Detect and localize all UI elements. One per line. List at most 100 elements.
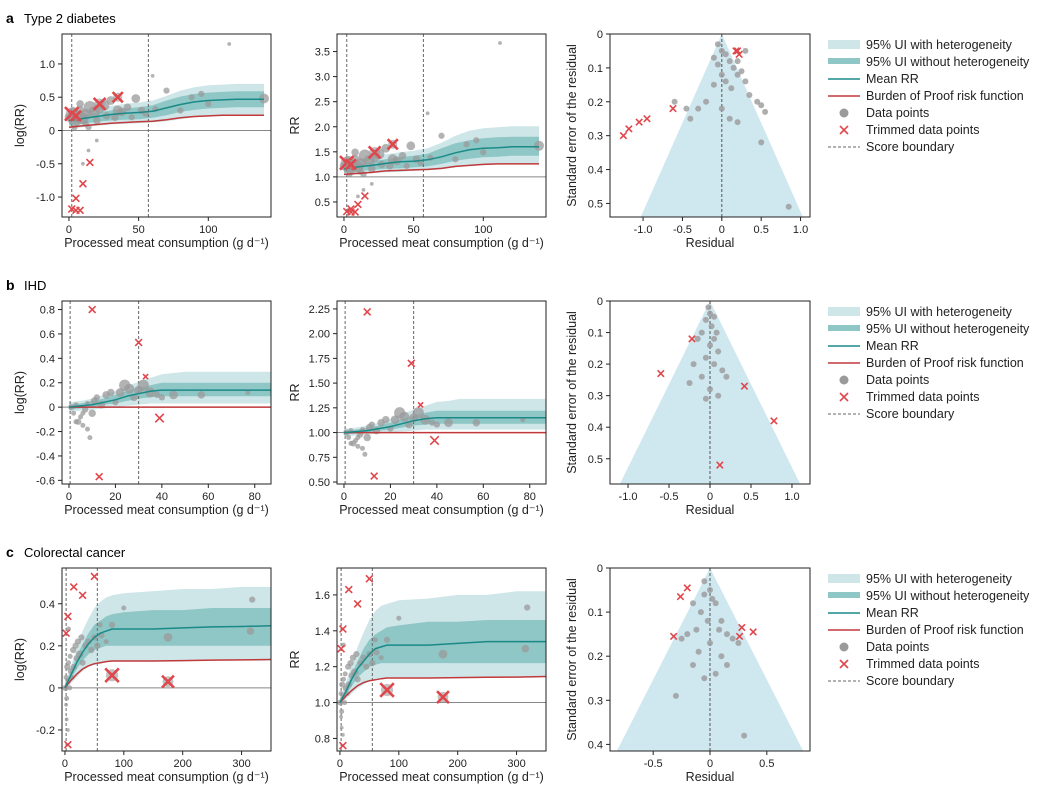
panel-c-logrr-chart-x-tick-label: 300 [232,758,250,770]
data-point [398,152,407,160]
data-point [74,638,82,645]
panel-a-funnel-chart-y-tick-label: 0.5 [588,198,603,210]
legend-label-bop: Burden of Proof risk function [866,623,1024,637]
trimmed-point [669,104,677,113]
data-point [78,414,84,420]
data-point [103,639,109,645]
panel-b-rr-chart-y-tick-label: 0.50 [309,477,330,489]
panel-c-rr-chart-x-axis-label: Processed meat consumption (g d⁻¹) [339,770,544,784]
panel-a-funnel-chart-y-tick-label: 0.3 [588,131,603,143]
panel-a-header: a Type 2 diabetes [6,10,116,26]
trimmed-point [92,97,107,111]
trimmed-point [338,741,347,750]
data-point [702,316,709,323]
trimmed-point [90,572,99,581]
data-point [348,440,354,446]
data-point [701,578,708,585]
panel-c-title: Colorectal cancer [24,545,126,560]
trimmed-point [643,114,651,123]
data-point [687,115,694,122]
data-point [362,451,368,457]
data-point [710,81,717,88]
panel-a-logrr-chart-y-tick-label: 0.5 [40,92,55,104]
data-point [498,41,502,45]
panel-b-logrr-chart-x-tick-label: 0 [66,491,72,503]
panel-b-logrr-chart-y-axis-label: log(RR) [13,371,27,414]
legend: 95% UI with heterogeneity 95% UI without… [828,305,1030,421]
data-point [714,41,721,48]
data-point [729,635,736,642]
data-point [64,663,71,671]
panel-b-rr-chart-x-tick-label: 40 [431,491,443,503]
panel-b-logrr-chart-y-tick-label: -0.2 [36,427,55,439]
data-point [382,415,390,424]
mean-rr-line [64,625,271,689]
data-point [420,414,431,425]
data-point [703,98,710,105]
panel-b-logrr-chart-y-tick-label: 0.6 [40,329,55,341]
trimmed-point [69,582,78,591]
data-point [145,387,156,398]
data-point [87,435,93,441]
data-point [368,165,376,173]
data-point [63,674,69,680]
data-point [726,115,733,122]
data-point [719,367,726,374]
trimmed-point [619,131,628,140]
data-point [726,58,733,65]
data-point [710,54,717,61]
data-point [734,71,741,78]
panel-b-logrr-chart-x-tick-label: 60 [202,491,214,503]
panel-a-rr-chart-y-axis-label: RR [288,116,302,134]
panel-c-funnel-chart-y-tick-label: 0 [597,563,603,575]
panel-c-logrr-chart-x-tick-label: 100 [115,758,133,770]
data-point [738,68,745,75]
data-point [85,638,92,645]
data-point [734,58,741,65]
data-point [715,348,722,355]
data-point [712,600,719,607]
panel-c-funnel-chart-x-axis-label: Residual [686,770,735,784]
data-point [722,78,729,85]
panel-b-funnel-chart-y-tick-label: 0.1 [588,328,603,340]
legend-swatch-trimmed [839,392,849,402]
panel-a-rr-chart-x-tick-label: 0 [341,224,347,236]
panel-b-logrr-chart-x-tick-label: 40 [156,491,168,503]
trimmed-point [351,208,360,216]
data-point [690,600,696,607]
legend-label-ui-nohet: 95% UI without heterogeneity [866,55,1030,69]
trimmed-point [657,369,665,378]
panel-c-logrr-chart-y-tick-label: -0.2 [36,725,55,737]
panel-c-funnel-chart-plot-area [616,568,804,751]
legend-label-points: Data points [866,640,929,654]
data-point [472,418,481,427]
legend-label-ui-het: 95% UI with heterogeneity [866,38,1013,52]
data-point [205,100,212,108]
data-point [81,161,85,166]
data-point [702,354,709,361]
panel-a-logrr-chart-plot-frame [61,33,272,218]
mean-rr-line [339,640,546,703]
data-point [713,329,720,336]
data-point [734,119,741,126]
data-point [672,692,679,699]
data-point [406,141,416,151]
data-point [150,74,155,78]
panel-a-logrr-chart-y-tick-label: -1.0 [36,192,55,204]
data-point [730,64,737,71]
panel-b-logrr-chart-y-tick-label: -0.4 [36,451,55,463]
panel-b-logrr-chart-plot-frame [61,300,272,485]
data-point [347,659,354,667]
panel-c-logrr-chart-x-tick-label: 200 [174,758,192,770]
panel-a-rr-chart-y-tick-label: 3.0 [315,72,330,84]
legend-label-boundary: Score boundary [866,407,955,421]
data-point [80,410,86,416]
legend-swatch-points [839,642,849,652]
panel-a-funnel-chart-y-axis-label: Standard error of the residual [565,44,579,207]
panel-b-logrr-chart-x-tick-label: 20 [109,491,121,503]
data-point [169,390,178,400]
data-point [128,114,135,121]
data-point [198,90,205,98]
panel-c-rr-chart: 0 100 200 300 0.8 1.0 1.2 1.4 1.6 Processed meat … [288,567,547,784]
panel-a-funnel-chart-y-tick-label: 0.1 [588,63,603,75]
